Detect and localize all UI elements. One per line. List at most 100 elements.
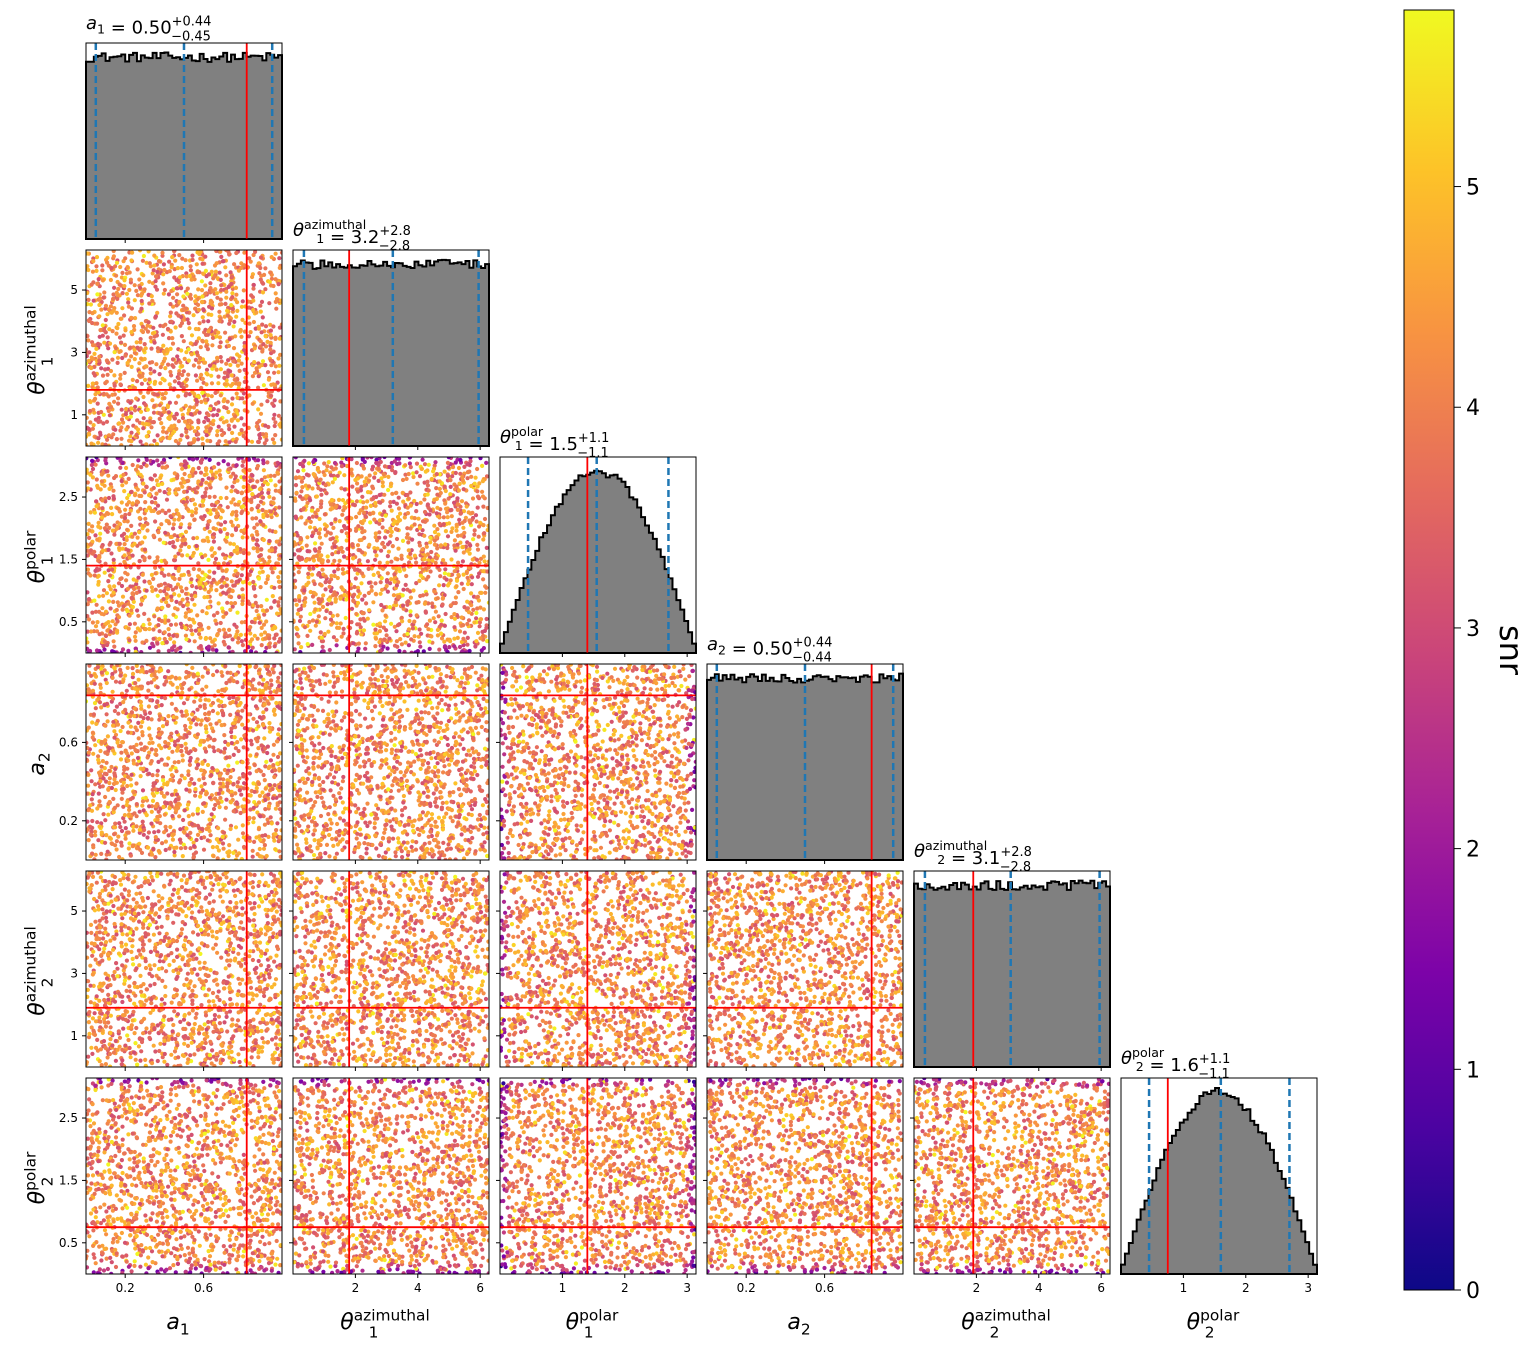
point [160, 332, 165, 337]
point [261, 281, 266, 286]
point [475, 606, 480, 611]
point [168, 534, 173, 540]
point [478, 590, 483, 595]
point [448, 603, 453, 608]
point [457, 629, 463, 634]
point [94, 504, 99, 509]
point [405, 492, 410, 498]
point [144, 463, 149, 468]
point [350, 542, 355, 547]
point [265, 633, 270, 638]
point [147, 493, 152, 498]
point [266, 820, 271, 825]
title-1-minus: −2.8 [379, 239, 410, 254]
point [272, 838, 277, 843]
point [179, 348, 184, 353]
point [312, 581, 317, 587]
point [442, 644, 448, 649]
point [275, 460, 280, 465]
point [278, 636, 282, 641]
point [119, 425, 124, 430]
point [329, 521, 334, 526]
point [277, 363, 282, 368]
point [433, 460, 438, 465]
point [196, 465, 201, 471]
point [435, 627, 440, 633]
point [477, 624, 482, 629]
point [422, 497, 427, 502]
point [215, 412, 220, 417]
point [330, 613, 335, 618]
point [256, 576, 261, 581]
point [408, 551, 413, 556]
point [94, 457, 99, 460]
point [445, 515, 450, 520]
point [390, 544, 395, 549]
point [147, 418, 152, 424]
point [319, 499, 324, 504]
point [248, 631, 253, 636]
point [362, 510, 367, 515]
point [225, 399, 230, 404]
point [260, 290, 266, 295]
point [293, 581, 296, 586]
point [475, 505, 480, 510]
point [169, 319, 174, 324]
point [122, 278, 127, 283]
point [272, 423, 277, 429]
point [382, 457, 387, 460]
point [270, 401, 275, 406]
point [385, 554, 390, 559]
point [147, 626, 152, 632]
point [305, 500, 310, 506]
point [425, 483, 430, 488]
point [224, 569, 229, 574]
point [181, 500, 186, 505]
point [213, 556, 219, 561]
point [246, 425, 251, 430]
point [144, 260, 149, 265]
point [112, 350, 117, 355]
point [97, 354, 102, 359]
point [374, 457, 379, 462]
point [225, 308, 230, 313]
point [323, 587, 328, 592]
point [326, 460, 331, 465]
point [239, 457, 244, 460]
point [481, 607, 486, 612]
point [271, 349, 276, 354]
point [260, 569, 265, 574]
point [240, 601, 245, 607]
point [251, 298, 256, 303]
point [198, 250, 203, 255]
point [200, 376, 205, 381]
point [361, 500, 366, 505]
point [231, 346, 237, 351]
point [307, 566, 312, 571]
point [175, 266, 180, 271]
frame-2-2 [499, 456, 697, 654]
point [100, 373, 106, 378]
point [156, 583, 161, 588]
point [162, 794, 167, 799]
point [260, 315, 265, 320]
panel-2-1 [289, 456, 490, 657]
point [279, 463, 282, 468]
point [448, 578, 453, 583]
point [157, 717, 162, 722]
point [133, 482, 138, 487]
point [398, 511, 403, 516]
point [224, 591, 229, 596]
point [392, 624, 397, 629]
point [229, 789, 234, 794]
point [125, 586, 130, 591]
point [279, 250, 282, 255]
point [270, 570, 275, 575]
point [408, 490, 413, 495]
point [203, 553, 208, 558]
point [90, 356, 95, 361]
point [155, 346, 160, 351]
point [384, 633, 389, 638]
point [223, 330, 228, 335]
point [300, 485, 305, 490]
